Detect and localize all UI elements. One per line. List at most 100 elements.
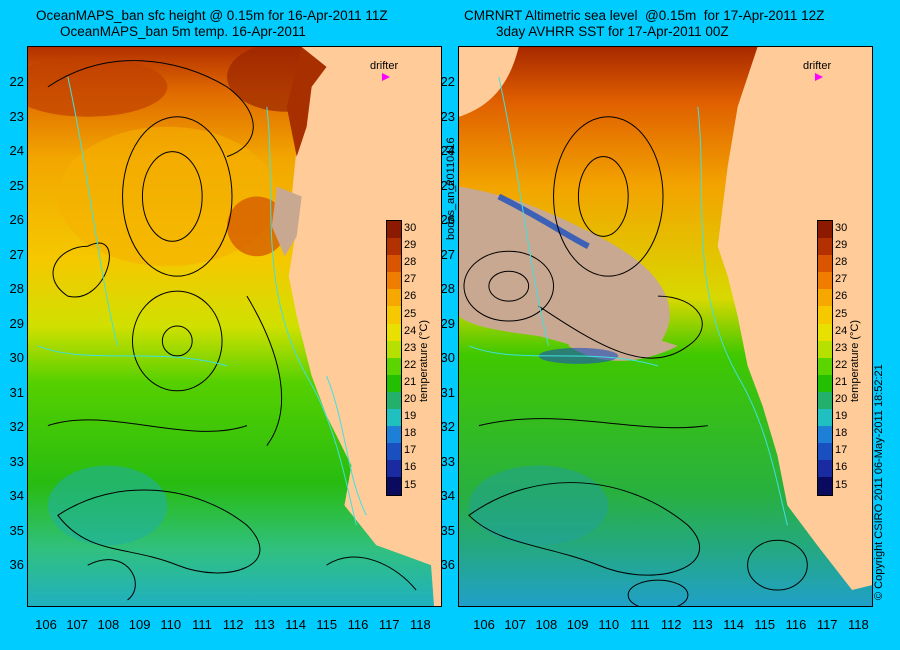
colorbar-swatch xyxy=(818,409,832,427)
latitude-label: 28 xyxy=(440,281,455,296)
colorbar-tick: 16 xyxy=(404,461,417,474)
colorbar-tick: 21 xyxy=(835,375,848,388)
colorbar-swatch xyxy=(387,374,401,392)
latitude-label: 34 xyxy=(440,488,455,503)
latitude-label: 22 xyxy=(440,74,455,89)
colorbar-swatches xyxy=(386,220,402,496)
colorbar-tick: 18 xyxy=(835,427,848,440)
latitude-label: 27 xyxy=(440,246,455,262)
colorbar-tick: 17 xyxy=(404,444,417,457)
colorbar-swatch xyxy=(387,357,401,375)
colorbar-tick: 24 xyxy=(404,324,417,337)
colorbar-tick: 27 xyxy=(835,273,848,286)
colorbar-swatch xyxy=(818,477,832,495)
colorbar-swatch xyxy=(387,221,401,239)
drifter-marker-left[interactable] xyxy=(382,73,390,81)
latitude-label: 28 xyxy=(9,281,24,296)
colorbar-swatch xyxy=(818,323,832,341)
longitude-label: 112 xyxy=(660,617,682,632)
colorbar-swatch xyxy=(387,443,401,461)
colorbar-swatch xyxy=(387,426,401,444)
left-map xyxy=(28,47,441,606)
colorbar-swatch xyxy=(387,289,401,307)
colorbar-tick: 30 xyxy=(404,222,417,234)
colorbar-swatch xyxy=(387,238,401,256)
longitude-label: 115 xyxy=(754,617,776,632)
latitude-label: 25 xyxy=(440,177,455,193)
colorbar-tick: 19 xyxy=(835,410,848,423)
longitude-label: 114 xyxy=(723,617,744,632)
colorbar-swatch xyxy=(818,443,832,461)
colorbar-swatch xyxy=(818,357,832,375)
drifter-label-right: drifter xyxy=(803,60,832,72)
colorbar-swatch xyxy=(818,374,832,392)
colorbar-right-label: temperature (°C) xyxy=(849,319,861,402)
latitude-label: 36 xyxy=(440,557,455,572)
latitude-label: 36 xyxy=(9,557,24,572)
colorbar-tick: 20 xyxy=(835,393,848,405)
left-title-line2: OceanMAPS_ban 5m temp. 16-Apr-2011 xyxy=(60,24,306,39)
latitude-label: 34 xyxy=(9,488,24,503)
right-map-panel[interactable] xyxy=(458,46,873,607)
colorbar-tick: 15 xyxy=(404,478,417,491)
colorbar-swatch xyxy=(818,460,832,478)
colorbar-tick: 18 xyxy=(404,427,417,440)
copyright-text: © Copyright CSIRO 2011 06-May-2011 18:52… xyxy=(873,364,885,600)
colorbar-swatch xyxy=(387,391,401,410)
latitude-label: 26 xyxy=(9,212,24,227)
longitude-label: 117 xyxy=(816,617,838,632)
colorbar-tick: 27 xyxy=(404,273,417,286)
colorbar-tick: 28 xyxy=(404,256,417,269)
drifter-marker-right[interactable] xyxy=(815,73,823,81)
colorbar-swatches xyxy=(817,220,833,496)
longitude-label: 116 xyxy=(785,617,807,632)
longitude-label: 112 xyxy=(222,617,244,632)
colorbar-swatch xyxy=(818,221,832,239)
colorbar-tick: 22 xyxy=(404,358,417,371)
latitude-label: 24 xyxy=(9,143,24,158)
longitude-label: 118 xyxy=(848,617,869,632)
right-map xyxy=(459,47,872,606)
longitude-label: 108 xyxy=(535,617,558,632)
colorbar-tick: 24 xyxy=(835,324,848,337)
colorbar-swatch xyxy=(818,391,832,410)
latitude-label: 30 xyxy=(9,350,24,365)
latitude-label: 31 xyxy=(9,384,24,400)
latitude-label: 32 xyxy=(440,419,455,434)
colorbar-tick: 20 xyxy=(404,393,417,405)
colorbar-tick: 22 xyxy=(835,358,848,371)
longitude-label: 116 xyxy=(347,617,369,632)
left-map-panel[interactable] xyxy=(27,46,442,607)
colorbar-tick: 25 xyxy=(404,307,417,320)
colorbar-tick: 19 xyxy=(404,410,417,423)
longitude-label: 107 xyxy=(504,617,527,632)
colorbar-swatch xyxy=(387,409,401,427)
longitude-label: 109 xyxy=(566,617,589,632)
longitude-label: 111 xyxy=(630,617,650,632)
colorbar-tick: 15 xyxy=(835,478,848,491)
colorbar-left-label: temperature (°C) xyxy=(418,319,430,402)
colorbar-swatch xyxy=(818,289,832,307)
latitude-label: 29 xyxy=(9,315,24,331)
latitude-label: 35 xyxy=(9,522,24,538)
right-title-line2: 3day AVHRR SST for 17-Apr-2011 00Z xyxy=(496,24,729,39)
longitude-label: 109 xyxy=(128,617,151,632)
colorbar-tick: 26 xyxy=(404,290,417,303)
colorbar-tick: 21 xyxy=(404,375,417,388)
longitude-label: 118 xyxy=(410,617,431,632)
colorbar-swatch xyxy=(387,460,401,478)
side-label: bodas_an_20110416 xyxy=(445,137,457,240)
colorbar-tick: 16 xyxy=(835,461,848,474)
left-title-line1: OceanMAPS_ban sfc height @ 0.15m for 16-… xyxy=(36,8,388,23)
colorbar-swatch xyxy=(818,272,832,290)
latitude-label: 31 xyxy=(440,384,455,400)
colorbar-swatch xyxy=(818,238,832,256)
colorbar-swatch xyxy=(818,340,832,358)
colorbar-swatch xyxy=(387,477,401,495)
latitude-label: 29 xyxy=(440,315,455,331)
longitude-label: 115 xyxy=(316,617,338,632)
longitude-label: 113 xyxy=(254,617,275,632)
latitude-label: 23 xyxy=(440,108,455,124)
colorbar-swatch xyxy=(387,340,401,358)
colorbar-tick: 25 xyxy=(835,307,848,320)
